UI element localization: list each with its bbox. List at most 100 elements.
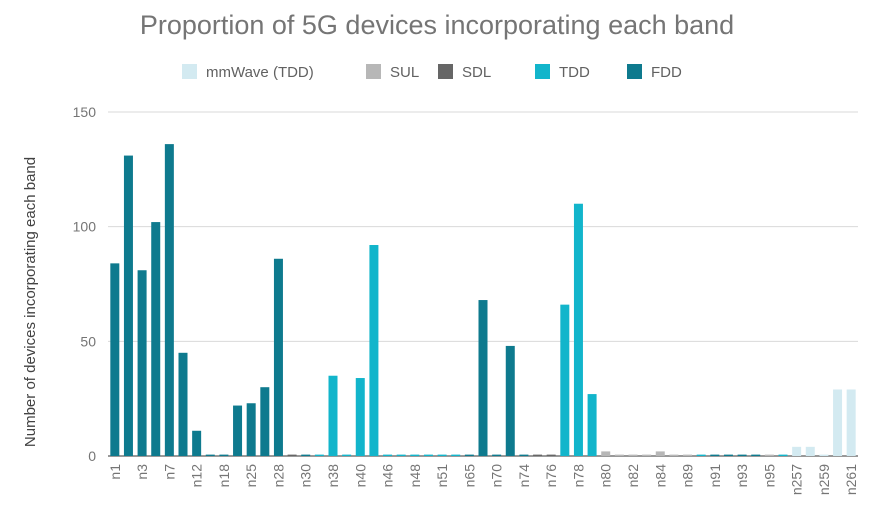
bar-n75 [533, 454, 543, 456]
y-axis-title: Number of devices incorporating each ban… [22, 157, 39, 447]
x-tick-label: n12 [189, 464, 205, 488]
legend-swatch-mmwave-tdd [182, 64, 197, 79]
x-tick-label: n46 [380, 464, 396, 488]
bar-n34 [314, 454, 324, 456]
legend-swatch-sdl [438, 64, 453, 79]
bar-n8 [178, 352, 188, 456]
bar-n30 [301, 454, 311, 456]
x-tick-label: n40 [352, 464, 368, 488]
y-tick-label: 100 [73, 219, 97, 235]
bar-n39 [342, 454, 352, 456]
bar-n91 [710, 454, 720, 456]
legend-label-mmwave-tdd: mmWave (TDD) [206, 64, 314, 81]
x-tick-label: n78 [571, 464, 587, 488]
bar-n259 [819, 454, 829, 456]
x-tick-label: n82 [625, 464, 641, 488]
x-tick-label: n89 [680, 464, 696, 488]
bar-n38 [328, 375, 338, 456]
bar-n14 [205, 454, 215, 456]
x-tick-label: n7 [161, 464, 177, 480]
bar-n80 [601, 451, 611, 456]
bar-n90 [696, 454, 706, 456]
bar-n66 [478, 300, 488, 456]
bar-n81 [614, 454, 624, 456]
bar-n261 [846, 389, 856, 456]
x-axis: n1 n3 n7 n12 n18 n25 n28 n30 n38 n40 n46 n48 n51 n65 n… [107, 464, 859, 495]
x-tick-label: n257 [789, 464, 805, 495]
x-tick-label: n18 [216, 464, 232, 488]
x-tick-label: n80 [598, 464, 614, 488]
x-tick-label: n74 [516, 464, 532, 488]
bar-n25 [246, 403, 256, 456]
bar-n95 [764, 454, 774, 456]
x-tick-label: n1 [107, 464, 123, 480]
bar-n71 [505, 345, 515, 456]
bar-n65 [464, 454, 474, 456]
bar-n70 [492, 454, 502, 456]
legend-label-tdd: TDD [559, 64, 590, 81]
legend-swatch-tdd [535, 64, 550, 79]
y-tick-label: 50 [80, 333, 96, 349]
x-tick-label: n261 [843, 464, 859, 495]
bar-n96 [778, 454, 788, 456]
legend-label-fdd: FDD [651, 64, 682, 81]
bar-n29 [287, 454, 297, 456]
bar-n86 [669, 454, 679, 456]
bar-n79 [587, 394, 597, 456]
legend-label-sdl: SDL [462, 64, 491, 81]
bar-n12 [192, 430, 202, 456]
bar-n40 [355, 378, 365, 456]
bar-n47 [396, 454, 406, 456]
x-tick-label: n51 [434, 464, 450, 488]
y-axis: 0 50 100 150 [73, 104, 97, 464]
bar-n94 [751, 454, 761, 456]
legend: mmWave (TDD) SUL SDL TDD FDD [182, 64, 682, 81]
x-tick-label: n48 [407, 464, 423, 488]
bar-n258 [805, 446, 815, 456]
x-tick-label: n95 [761, 464, 777, 488]
bar-n48 [410, 454, 420, 456]
bar-n1 [110, 263, 120, 456]
bar-n18 [219, 454, 229, 456]
bar-n46 [383, 454, 393, 456]
bar-n41 [369, 245, 379, 456]
x-tick-label: n38 [325, 464, 341, 488]
x-tick-label: n3 [134, 464, 150, 480]
x-tick-label: n93 [734, 464, 750, 488]
x-tick-label: n25 [243, 464, 259, 488]
bar-n83 [642, 454, 652, 456]
x-tick-label: n76 [543, 464, 559, 488]
bars [110, 144, 856, 457]
legend-label-sul: SUL [390, 64, 419, 81]
legend-swatch-sul [366, 64, 381, 79]
x-tick-label: n84 [652, 464, 668, 488]
x-tick-label: n91 [707, 464, 723, 488]
bar-n3 [137, 270, 147, 456]
x-tick-label: n30 [298, 464, 314, 488]
bar-n78 [573, 203, 583, 456]
legend-swatch-fdd [627, 64, 642, 79]
bar-n53 [451, 454, 461, 456]
bar-n77 [560, 304, 570, 456]
bar-n92 [723, 454, 733, 456]
y-tick-label: 150 [73, 104, 97, 120]
x-tick-label: n70 [489, 464, 505, 488]
bar-n2 [123, 155, 133, 456]
y-tick-label: 0 [88, 448, 96, 464]
bar-n50 [423, 454, 433, 456]
chart-title: Proportion of 5G devices incorporating e… [140, 10, 734, 40]
bar-n7 [164, 144, 174, 457]
bar-n28 [273, 258, 283, 456]
bar-n84 [655, 451, 665, 456]
bar-n20 [233, 405, 243, 456]
bar-n76 [546, 454, 556, 456]
bar-n51 [437, 454, 447, 456]
bar-n74 [519, 454, 529, 456]
x-tick-label: n65 [461, 464, 477, 488]
x-tick-label: n28 [271, 464, 287, 488]
bar-n82 [628, 454, 638, 456]
bar-n89 [683, 454, 693, 456]
bar-n5 [151, 222, 161, 456]
x-tick-label: n259 [816, 464, 832, 495]
